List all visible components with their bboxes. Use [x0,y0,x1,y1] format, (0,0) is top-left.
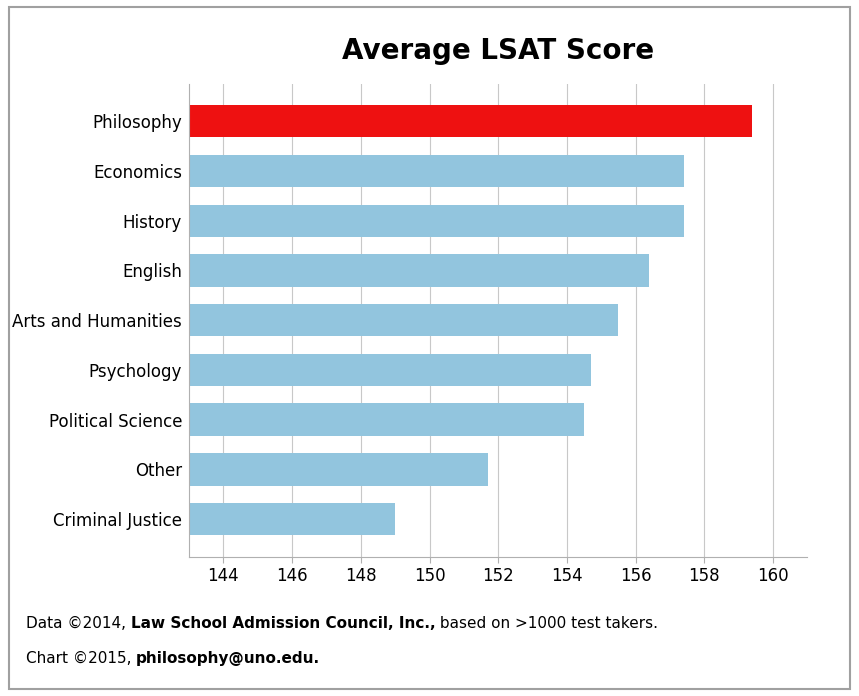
Title: Average LSAT Score: Average LSAT Score [342,36,655,65]
Bar [189,205,684,237]
Bar [189,503,395,535]
Bar [189,404,584,436]
Text: Chart ©2015,: Chart ©2015, [26,651,136,666]
Bar [189,105,752,137]
Text: Data ©2014,: Data ©2014, [26,616,131,631]
Text: philosophy@uno.edu.: philosophy@uno.edu. [136,651,320,666]
Text: Law School Admission Council, Inc.,: Law School Admission Council, Inc., [131,616,436,631]
Bar [189,453,488,486]
Bar [189,304,618,336]
Bar [189,254,649,287]
Text: based on >1000 test takers.: based on >1000 test takers. [436,616,658,631]
Bar [189,354,591,386]
Bar [189,155,684,187]
